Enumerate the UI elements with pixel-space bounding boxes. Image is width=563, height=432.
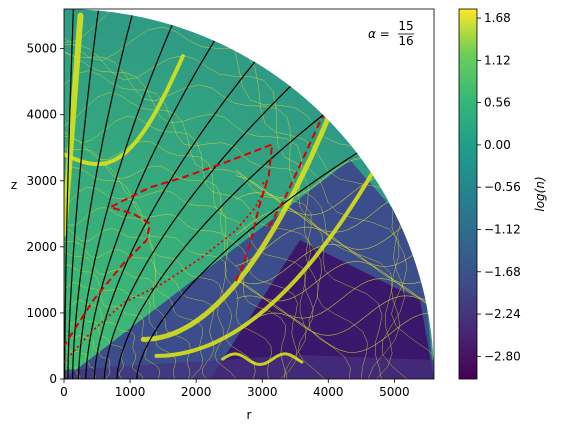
alpha-symbol: α = (368, 27, 390, 41)
disk-band (221, 352, 304, 366)
x-tick-label: 4000 (313, 385, 344, 399)
disk-region (64, 355, 434, 379)
colorbar-tick-label: −0.56 (484, 180, 521, 194)
contour-line (235, 226, 434, 267)
colorbar-label: log(n) (533, 176, 547, 211)
field-line (136, 9, 434, 379)
contour-line (64, 26, 408, 379)
contour-line (64, 116, 325, 379)
axis-band (64, 12, 84, 237)
contour-line (235, 244, 434, 285)
y-tick-label: 3000 (26, 174, 57, 188)
colorbar-tick-label: −2.24 (484, 307, 521, 321)
upper-jet-band (140, 99, 338, 342)
alpha-annotation: α = 15 16 (368, 19, 414, 48)
contour-line (235, 209, 434, 250)
x-tick-label: 5000 (379, 385, 410, 399)
y-tick-label: 4000 (26, 108, 57, 122)
contour-line (64, 43, 401, 379)
colorbar: 1.68 1.12 0.56 0.00 −0.56 −1.12 −1.68 −2.24 −2.8… (458, 8, 547, 380)
colorbar-tick-label: 1.12 (484, 53, 511, 67)
x-axis-ticks: 0 1000 2000 3000 4000 5000 (60, 379, 410, 399)
contour-line (64, 51, 383, 379)
alpha-denominator: 16 (398, 34, 413, 48)
dotted-curve (64, 180, 267, 364)
dashed-curve (64, 142, 274, 347)
colorbar-tick-label: −2.80 (484, 349, 521, 363)
colorbar-ticks: 1.68 1.12 0.56 0.00 −0.56 −1.12 −1.68 −2.24 −2.8… (477, 11, 521, 363)
alpha-numerator: 15 (398, 19, 413, 33)
contour-line (235, 261, 434, 302)
colorbar-tick-label: −1.12 (484, 222, 521, 236)
y-tick-label: 0 (49, 372, 57, 386)
lower-jet-band (154, 155, 384, 358)
y-tick-label: 1000 (26, 306, 57, 320)
x-tick-label: 1000 (115, 385, 146, 399)
colorbar-gradient (458, 8, 478, 380)
contour-line (64, 92, 351, 379)
contour-line (64, 227, 215, 379)
y-tick-label: 5000 (26, 42, 57, 56)
contour-line (64, 70, 368, 379)
y-axis-ticks: 0 1000 2000 3000 4000 5000 (26, 42, 64, 386)
contour-line (235, 312, 434, 353)
field-line (85, 9, 244, 379)
dashed-curve-2 (267, 113, 326, 228)
field-line (72, 9, 138, 379)
colorbar-tick-label: 1.68 (484, 11, 511, 25)
contour-line (235, 295, 434, 336)
colorbar-tick-label: −1.68 (484, 265, 521, 279)
contour-line (64, 282, 161, 379)
colorbar-tick-label: 0.56 (484, 96, 511, 110)
y-axis-label: z (11, 178, 17, 192)
field-line (64, 9, 75, 379)
contour-line (64, 52, 393, 379)
contour-line (64, 167, 272, 379)
plot-area: 0 1000 2000 3000 4000 5000 0 1000 2000 3000 4000 5… (11, 8, 435, 422)
field-line (67, 9, 101, 379)
x-tick-label: 3000 (247, 385, 278, 399)
axes-frame (63, 8, 435, 380)
contour-line (235, 278, 434, 319)
lowest-density-region (210, 240, 434, 379)
x-tick-label: 0 (60, 385, 68, 399)
contour-line (64, 317, 124, 379)
x-tick-label: 2000 (181, 385, 212, 399)
x-axis-label: r (247, 408, 252, 422)
colorbar-tick-label: 0.00 (484, 138, 511, 152)
contour-line (64, 332, 111, 379)
y-tick-label: 2000 (26, 240, 57, 254)
